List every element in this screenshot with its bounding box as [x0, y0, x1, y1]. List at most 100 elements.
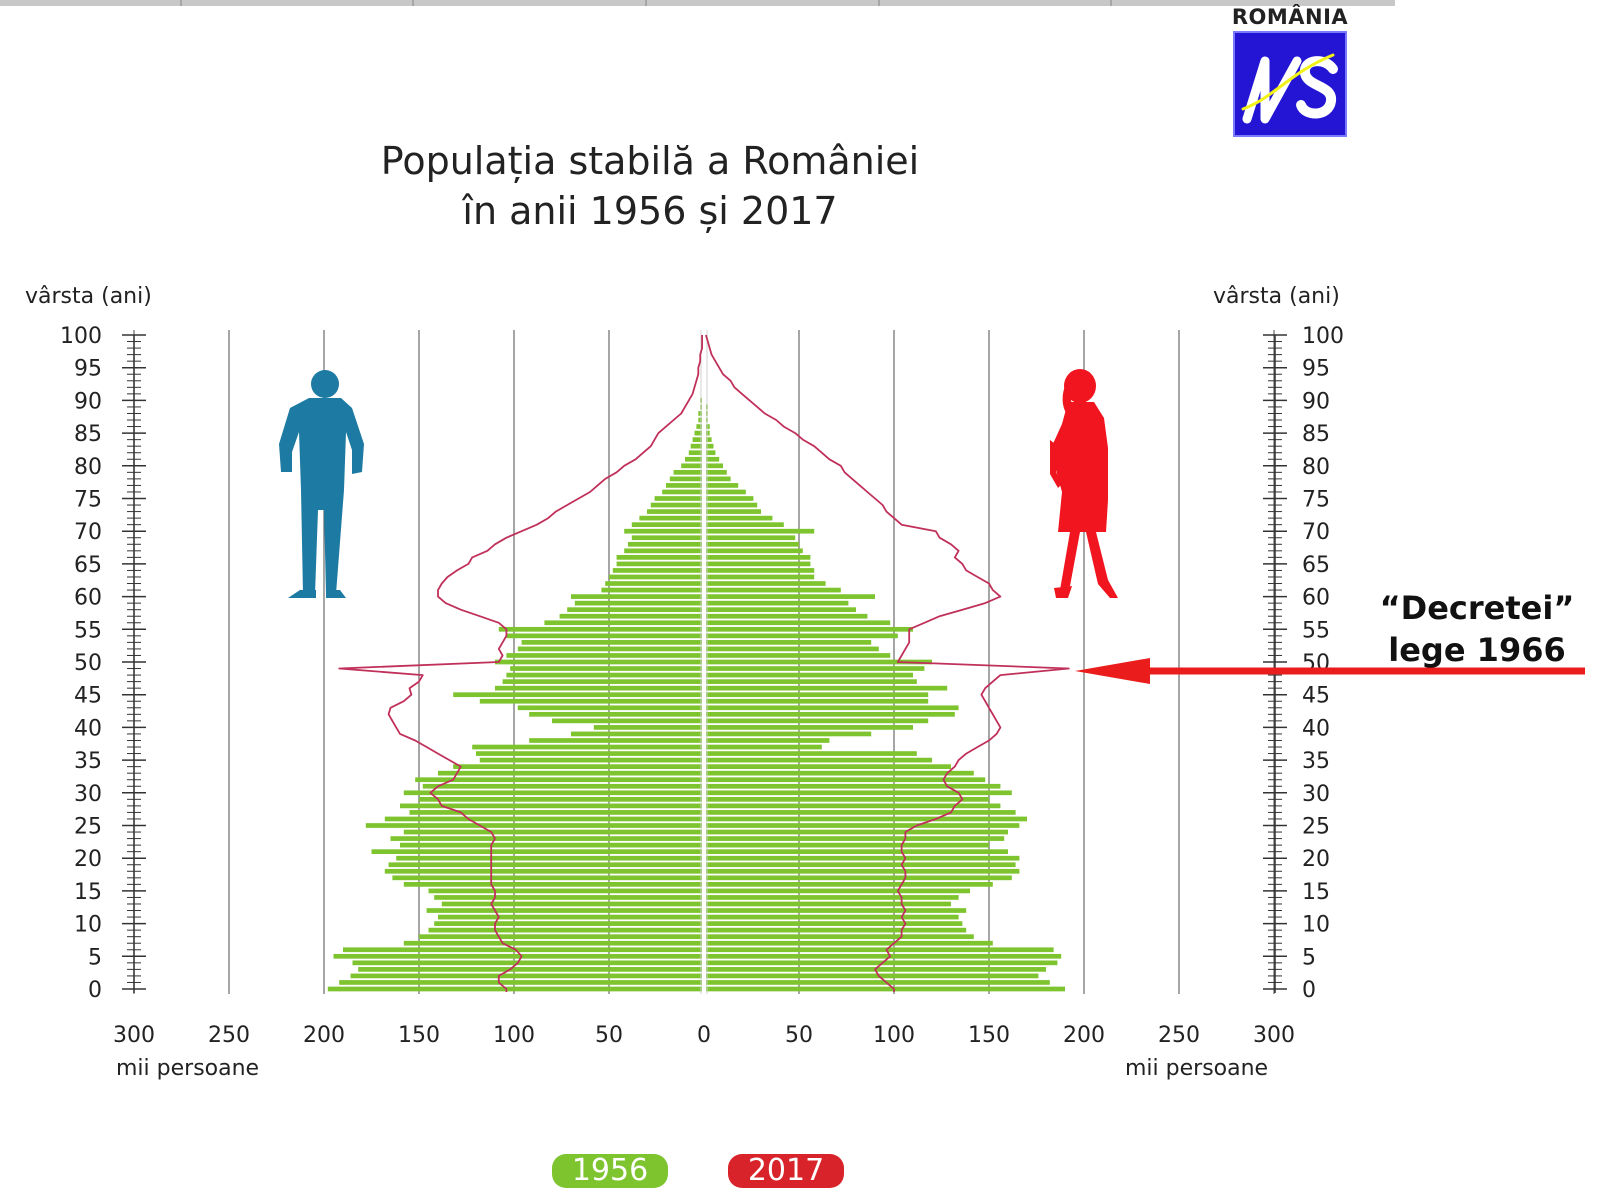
bar-1956-male: [690, 443, 704, 449]
age-tick-label: 90: [74, 389, 102, 414]
bar-1956-male: [441, 901, 704, 907]
bar-1956-male: [571, 594, 704, 599]
bar-1956-male: [419, 796, 704, 802]
bar-1956-male: [415, 777, 704, 783]
bar-1956-female: [704, 908, 967, 913]
bar-1956-female: [704, 685, 948, 691]
age-tick-label: 70: [1302, 520, 1330, 545]
female-silhouette-icon: [1050, 369, 1118, 598]
x-tick-label: 50: [785, 1023, 813, 1048]
bar-1956-female: [704, 940, 993, 946]
bar-1956-female: [704, 888, 970, 894]
bar-1956-male: [498, 626, 704, 632]
age-tick-label: 95: [74, 357, 102, 382]
bar-1956-female: [704, 528, 815, 534]
bar-1956-female: [704, 456, 720, 462]
bar-1956-male: [479, 757, 704, 763]
annotation-line2: lege 1966: [1388, 631, 1566, 669]
bar-1956-male: [476, 751, 704, 756]
x-tick-label: 150: [968, 1023, 1010, 1048]
age-tick-label: 90: [1302, 389, 1330, 414]
logo-country-label: ROMÂNIA: [1231, 5, 1349, 29]
bar-1956-female: [704, 725, 913, 730]
bar-1956-male: [419, 934, 704, 940]
bar-1956-male: [472, 744, 704, 750]
age-tick-label: 75: [1302, 488, 1330, 513]
bar-1956-male: [517, 646, 704, 652]
bar-1956-female: [704, 574, 815, 580]
x-tick-label: 100: [873, 1023, 915, 1048]
bar-1956-male: [662, 489, 704, 495]
age-tick-label: 20: [74, 847, 102, 872]
age-tick-label: 60: [74, 586, 102, 611]
bar-1956-male: [529, 738, 704, 743]
bar-1956-male: [692, 437, 704, 442]
bar-1956-female: [704, 613, 868, 619]
bar-1956-female: [704, 600, 849, 606]
annotation-line1: “Decretei”: [1379, 589, 1575, 627]
top-rule-tick: [180, 0, 182, 6]
x-tick-label: 300: [113, 1023, 155, 1048]
age-tick-label: 85: [1302, 422, 1330, 447]
bar-1956-female: [704, 973, 1039, 979]
bar-1956-male: [438, 770, 704, 776]
bar-1956-male: [685, 456, 704, 462]
age-tick-label: 30: [1302, 782, 1330, 807]
bar-1956-male: [605, 581, 704, 586]
age-tick-label: 95: [1302, 357, 1330, 382]
bar-1956-female: [704, 777, 986, 783]
center-divider-layer: [700, 330, 708, 994]
bar-1956-male: [396, 855, 704, 861]
age-tick-label: 5: [1302, 945, 1316, 970]
line-2017-male: [338, 335, 703, 992]
bar-1956-male: [628, 541, 704, 547]
bar-1956-female: [704, 594, 875, 599]
bar-1956-male: [327, 986, 704, 992]
bar-1956-male: [371, 849, 704, 855]
bar-1956-female: [704, 483, 739, 488]
bar-1956-female: [704, 986, 1065, 992]
bar-1956-female: [704, 738, 830, 743]
bar-1956-male: [426, 908, 704, 913]
bar-1956-male: [428, 888, 704, 894]
bar-1956-male: [502, 679, 704, 684]
bar-1956-female: [704, 496, 754, 501]
bar-1956-male: [453, 764, 704, 769]
bar-1956-male: [601, 587, 704, 593]
age-tick-label: 60: [1302, 586, 1330, 611]
top-rule-tick: [412, 0, 414, 6]
x-tick-label: 200: [303, 1023, 345, 1048]
bar-1956-female: [704, 816, 1027, 822]
chart-title-line2: în anii 1956 și 2017: [462, 189, 838, 233]
bar-1956-female: [704, 803, 1001, 809]
bar-1956-male: [521, 640, 704, 645]
bar-1956-male: [654, 496, 704, 501]
bar-1956-female: [704, 718, 929, 724]
bar-1956-male: [388, 862, 704, 868]
bar-1956-male: [400, 803, 704, 809]
legend-2017: 2017: [728, 1154, 844, 1188]
bar-1956-female: [704, 757, 932, 763]
bar-1956-female: [704, 980, 1050, 985]
bar-1956-female: [704, 882, 993, 887]
bar-1956-female: [704, 469, 727, 475]
left-unit-label: mii persoane: [116, 1056, 260, 1081]
x-tick-label: 100: [493, 1023, 535, 1048]
ins-logo-icon: [1241, 53, 1338, 124]
age-tick-label: 100: [60, 324, 102, 349]
age-tick-label: 10: [1302, 913, 1330, 938]
age-tick-label: 45: [1302, 684, 1330, 709]
bar-1956-female: [704, 515, 773, 521]
bar-1956-female: [704, 764, 951, 769]
bar-1956-male: [453, 692, 704, 698]
bar-1956-female: [704, 927, 967, 933]
age-tick-label: 100: [1302, 324, 1344, 349]
bar-1956-female: [704, 463, 723, 469]
age-tick-label: 70: [74, 520, 102, 545]
bar-1956-male: [506, 653, 704, 658]
bar-1956-male: [616, 561, 704, 567]
age-tick-label: 75: [74, 488, 102, 513]
male-silhouette-icon: [279, 370, 364, 598]
bar-1956-female: [704, 672, 913, 678]
